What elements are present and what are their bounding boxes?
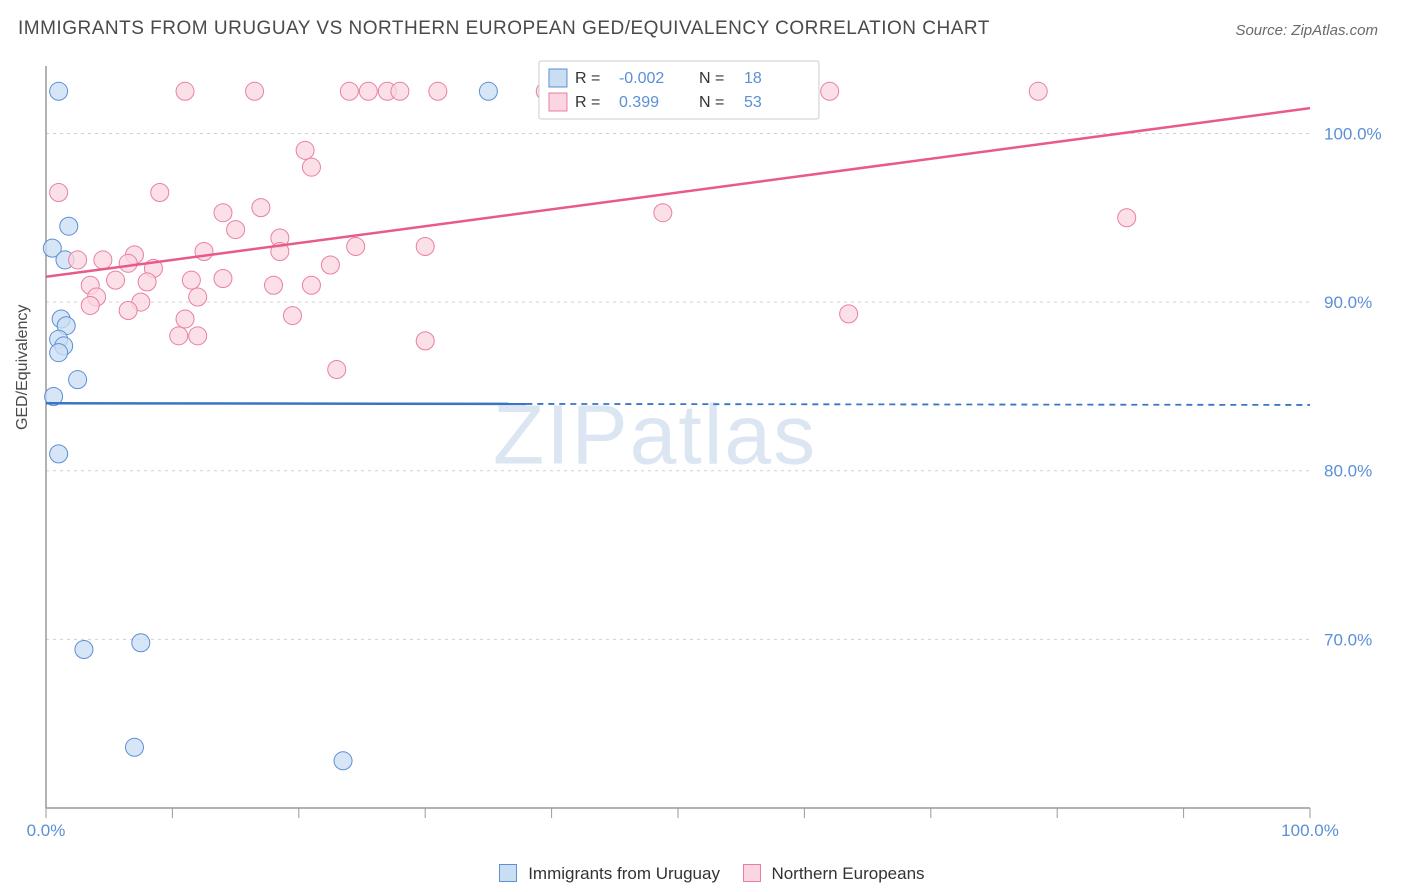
- svg-text:53: 53: [744, 94, 762, 111]
- legend-swatch-blue: [499, 864, 517, 882]
- svg-text:80.0%: 80.0%: [1324, 462, 1372, 481]
- svg-text:18: 18: [744, 70, 762, 87]
- svg-text:N =: N =: [699, 70, 724, 87]
- legend-swatch-pink: [743, 864, 761, 882]
- legend-label-1: Immigrants from Uruguay: [528, 864, 720, 883]
- svg-text:ZIPatlas: ZIPatlas: [493, 388, 817, 482]
- y-axis-label: GED/Equivalency: [14, 305, 32, 430]
- svg-text:0.0%: 0.0%: [27, 821, 66, 840]
- svg-text:-0.002: -0.002: [619, 70, 664, 87]
- svg-text:90.0%: 90.0%: [1324, 293, 1372, 312]
- scatter-plot: ZIPatlas70.0%80.0%90.0%100.0%0.0%100.0%R…: [46, 58, 1370, 838]
- source-label: Source: ZipAtlas.com: [1235, 22, 1378, 39]
- svg-text:70.0%: 70.0%: [1324, 630, 1372, 649]
- chart-title: IMMIGRANTS FROM URUGUAY VS NORTHERN EURO…: [18, 18, 990, 40]
- legend-label-2: Northern Europeans: [771, 864, 924, 883]
- svg-text:100.0%: 100.0%: [1324, 124, 1382, 143]
- svg-text:0.399: 0.399: [619, 94, 659, 111]
- svg-text:R =: R =: [575, 70, 600, 87]
- bottom-legend: Immigrants from Uruguay Northern Europea…: [0, 864, 1406, 884]
- svg-text:100.0%: 100.0%: [1281, 821, 1339, 840]
- svg-text:R =: R =: [575, 94, 600, 111]
- svg-text:N =: N =: [699, 94, 724, 111]
